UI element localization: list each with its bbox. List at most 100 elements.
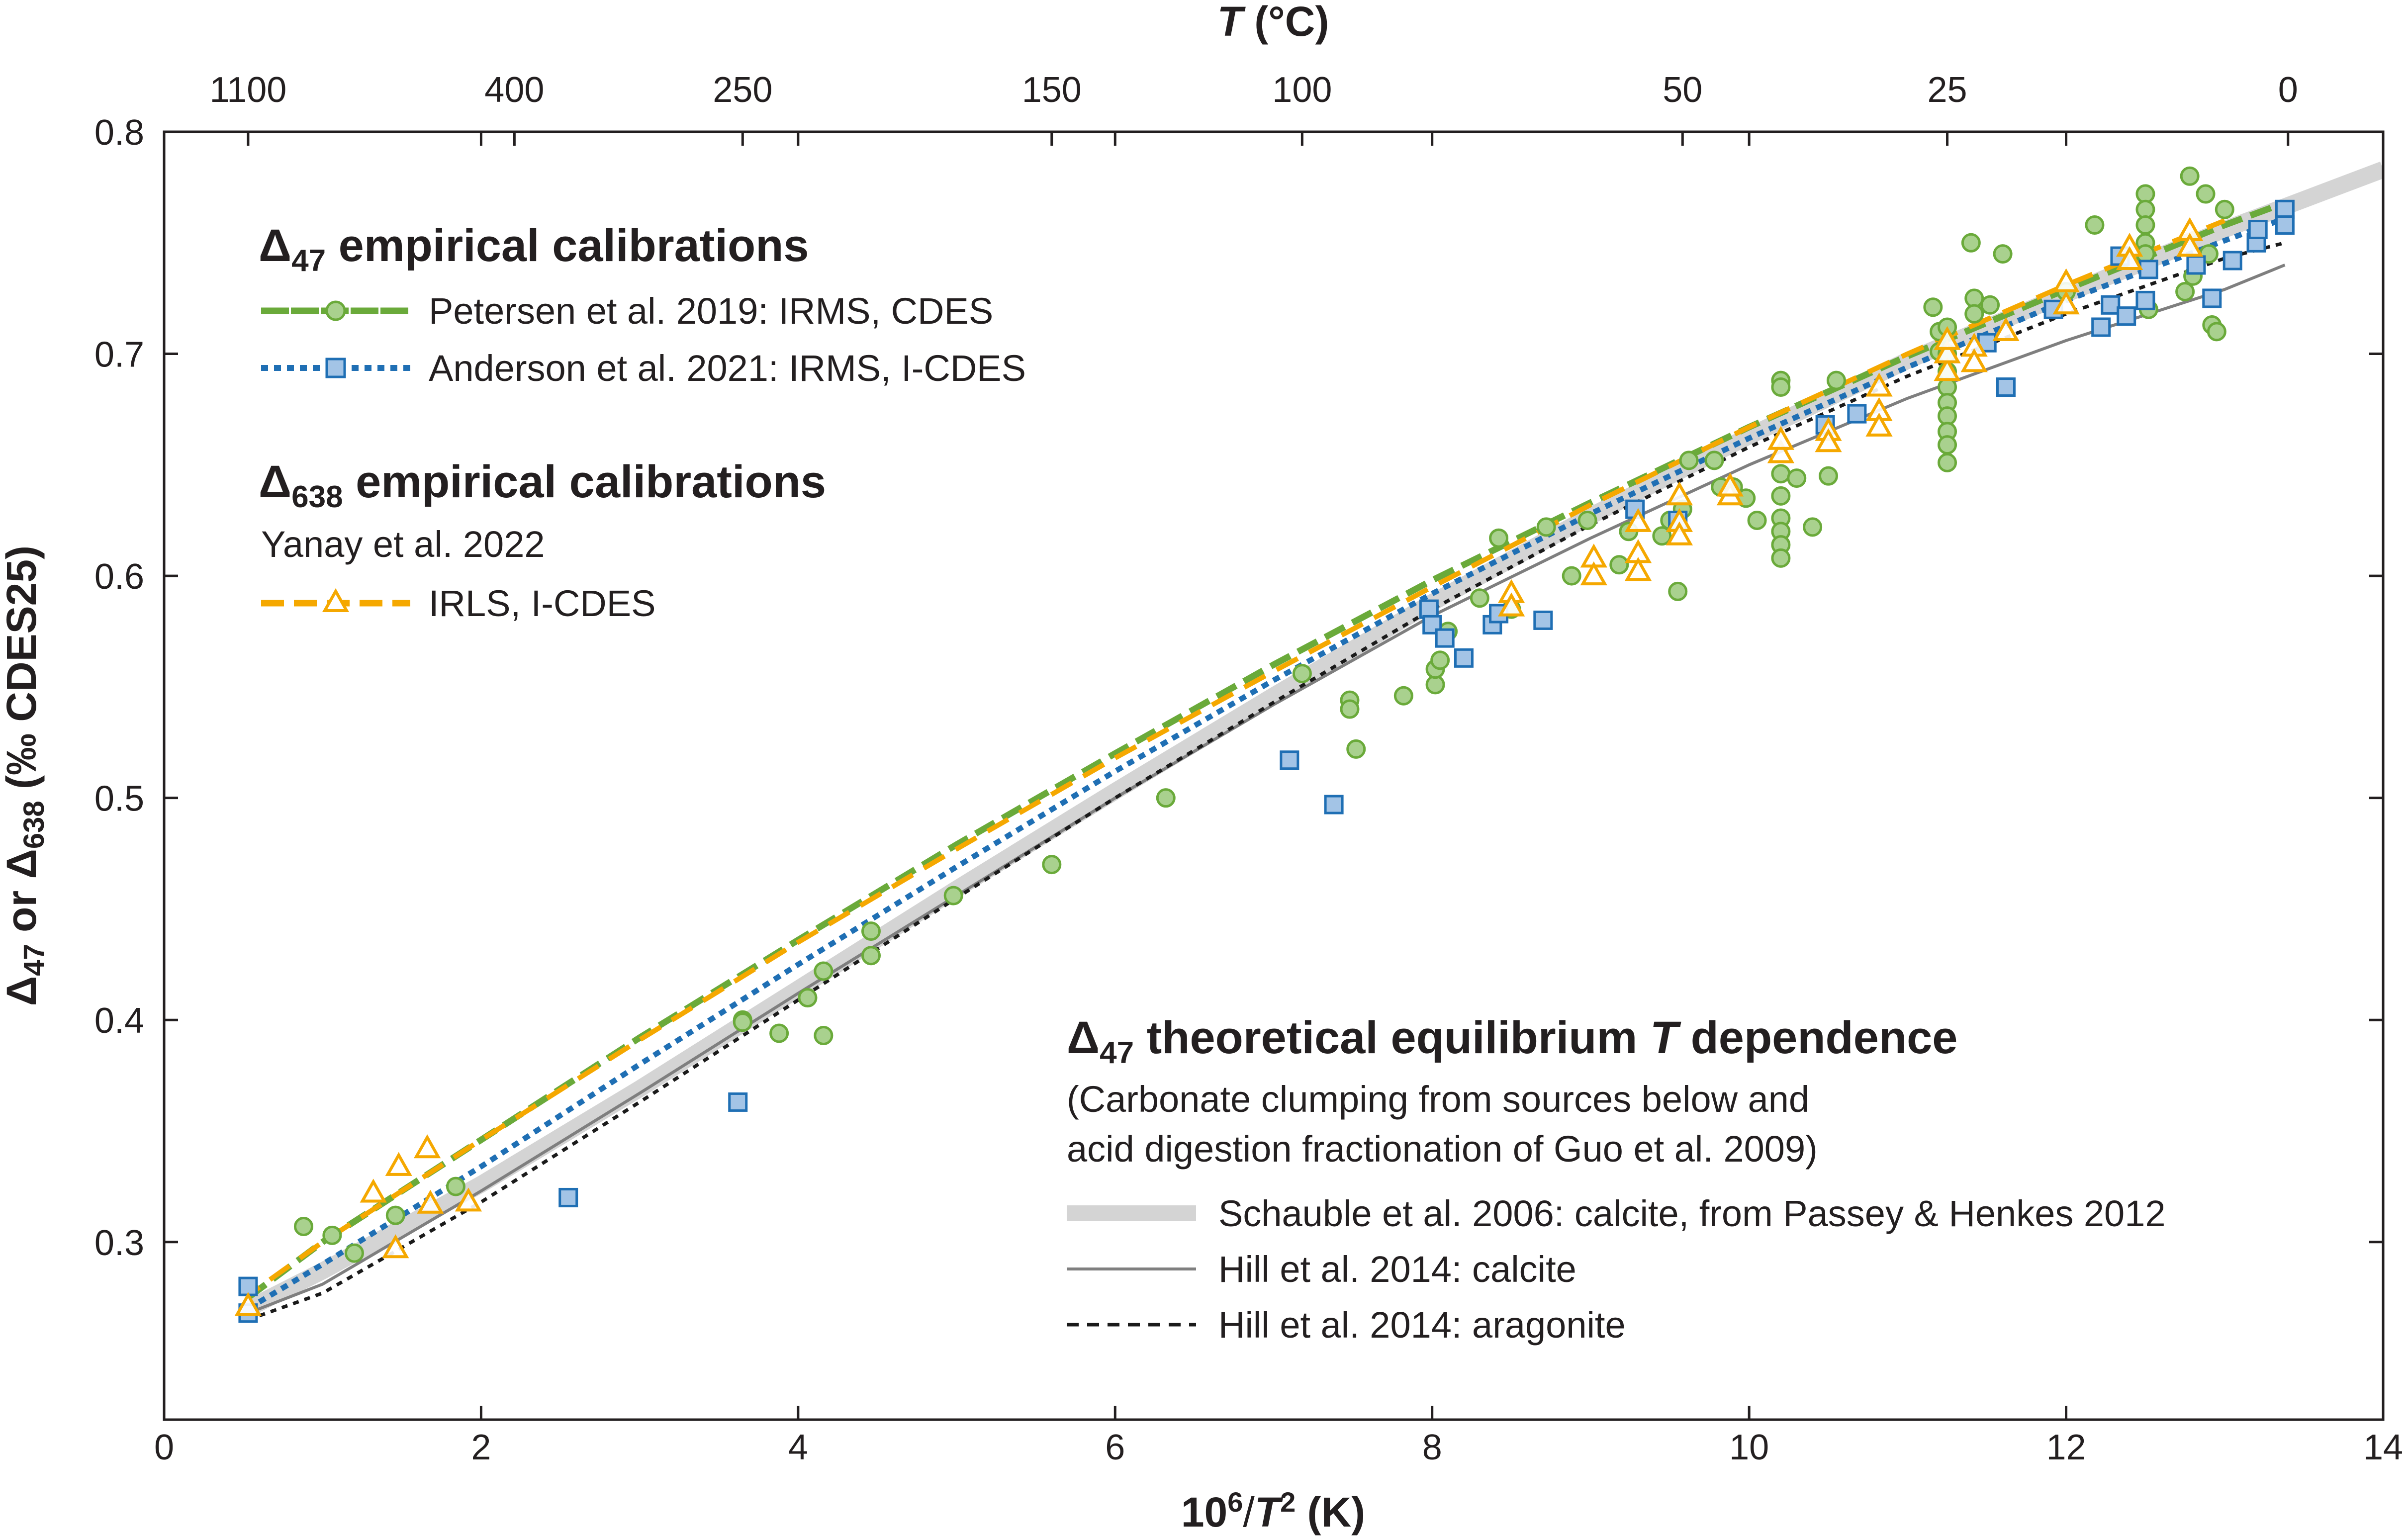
yanay-point-35: [2116, 246, 2143, 270]
anderson-point-5: [1324, 795, 1344, 814]
petersen-point-2: [344, 1243, 364, 1263]
yanay-point-37: [2176, 233, 2204, 257]
anderson-point-21: [2101, 295, 2121, 315]
petersen-point-7: [769, 1023, 789, 1043]
top-tick-label-4: 100: [1272, 70, 1332, 110]
anderson-point-4: [1280, 750, 1299, 770]
petersen-point-11: [861, 921, 881, 941]
anderson-point-23: [2117, 306, 2136, 326]
petersen-point-9: [814, 961, 834, 981]
petersen-point-28: [1536, 517, 1556, 537]
anderson-point-31: [2275, 199, 2295, 219]
petersen-point-0: [293, 1217, 313, 1236]
top-tick-label-0: 1100: [210, 70, 287, 110]
legend-theory-delta: Δ: [1067, 1012, 1100, 1063]
petersen-point-6: [733, 1012, 752, 1032]
petersen-point-25: [1470, 588, 1489, 608]
petersen-point-52: [1803, 517, 1823, 537]
fit-line-thick: [244, 162, 2383, 1316]
x-tick-label-2: 4: [788, 1428, 808, 1467]
petersen-point-70: [1980, 295, 2000, 315]
anderson-point-18: [1996, 377, 2016, 397]
x-tick-label-5: 10: [1729, 1428, 1769, 1467]
y-axis-title-delta1: Δ: [0, 976, 45, 1006]
legend-theory-italic: T: [1650, 1012, 1681, 1063]
petersen-point-86: [2207, 322, 2226, 342]
x-tick-label-0: 0: [154, 1428, 174, 1467]
legend-petersen-marker: [325, 300, 346, 321]
yanay-point-6: [455, 1187, 482, 1212]
petersen-point-80: [2180, 166, 2200, 186]
top-axis-title-var: T: [1217, 0, 1246, 45]
y-tick-label-1: 0.4: [94, 1001, 144, 1041]
anderson-point-2: [558, 1187, 578, 1207]
anderson-point-20: [2091, 317, 2111, 337]
petersen-point-54: [1826, 370, 1846, 390]
yanay-point-12: [1624, 557, 1652, 581]
anderson-point-30: [2248, 219, 2268, 239]
petersen-point-53: [1819, 466, 1838, 486]
legend-theory-rest-b: dependence: [1678, 1012, 1957, 1063]
yanay-point-30: [1960, 348, 1988, 372]
top-tick-label-3: 150: [1022, 70, 1082, 110]
y-tick-label-0: 0.3: [94, 1223, 144, 1263]
anderson-point-27: [2202, 288, 2222, 308]
petersen-point-38: [1704, 451, 1724, 470]
yanay-point-23: [1865, 372, 1893, 397]
legend-d638-rest: empirical calibrations: [343, 456, 826, 507]
petersen-point-82: [2196, 184, 2216, 204]
series-points: [234, 166, 2295, 1323]
legend-theory-note-1: (Carbonate clumping from sources below a…: [1067, 1079, 1809, 1120]
yanay-point-16: [1666, 521, 1693, 545]
petersen-point-69: [1964, 304, 1984, 324]
legend-theory-rest-a: theoretical equilibrium: [1134, 1012, 1650, 1063]
x-axis-title-unit: (K): [1296, 1489, 1365, 1536]
x-axis-title-exp2: 2: [1280, 1486, 1296, 1518]
petersen-point-50: [1771, 548, 1791, 568]
legend-yanay-reference: Yanay et al. 2022: [261, 524, 545, 565]
anderson-point-3: [728, 1092, 748, 1112]
legend-theory-note-2: acid digestion fractionation of Guo et a…: [1067, 1128, 1818, 1170]
yanay-point-27: [1934, 339, 1961, 363]
anderson-point-28: [2223, 251, 2242, 271]
yanay-point-13: [1624, 508, 1652, 532]
x-axis-title-exp: 6: [1227, 1486, 1243, 1518]
yanay-point-28: [1934, 326, 1961, 350]
petersen-point-14: [1042, 855, 1062, 875]
legend-petersen-label: Petersen et al. 2019: IRMS, CDES: [429, 290, 993, 332]
yanay-point-0: [234, 1292, 262, 1316]
legend-d638-delta: Δ: [259, 456, 291, 507]
yanay-point-10: [1580, 561, 1607, 586]
anderson-point-24: [2135, 290, 2155, 310]
legend-hill-aragonite-label: Hill et al. 2014: aragonite: [1218, 1304, 1626, 1346]
x-axis-title-slash: /: [1243, 1489, 1255, 1536]
petersen-point-76: [2135, 215, 2155, 235]
y-axis-title-or: or: [0, 879, 45, 944]
plot-frame: [163, 130, 2385, 1421]
petersen-point-31: [1609, 555, 1629, 575]
petersen-point-44: [1771, 377, 1791, 397]
yanay-point-19: [1767, 439, 1795, 463]
petersen-point-66: [1938, 452, 1957, 472]
petersen-point-23: [1430, 650, 1450, 670]
yanay-point-25: [1865, 412, 1893, 437]
petersen-point-46: [1771, 486, 1791, 506]
y-tick-label-3: 0.6: [94, 557, 144, 597]
legend-empirical-sub: 47: [291, 244, 326, 278]
y-axis-title-unit: (‰ CDES25): [0, 545, 45, 801]
x-axis-title-var: T: [1255, 1489, 1284, 1536]
anderson-point-32: [2275, 215, 2295, 235]
petersen-point-1: [322, 1225, 342, 1245]
petersen-point-4: [446, 1176, 465, 1196]
petersen-point-45: [1771, 464, 1791, 484]
anderson-point-0: [238, 1276, 258, 1296]
fit-line-solid: [247, 264, 2286, 1315]
y-axis-title-sub1: 47: [18, 944, 50, 976]
legend-empirical-delta: Δ: [259, 220, 291, 271]
petersen-point-16: [1292, 664, 1312, 684]
petersen-point-65: [1938, 435, 1957, 455]
legend-d638-heading: Δ638 empirical calibrations: [259, 456, 826, 514]
petersen-point-29: [1562, 566, 1581, 586]
